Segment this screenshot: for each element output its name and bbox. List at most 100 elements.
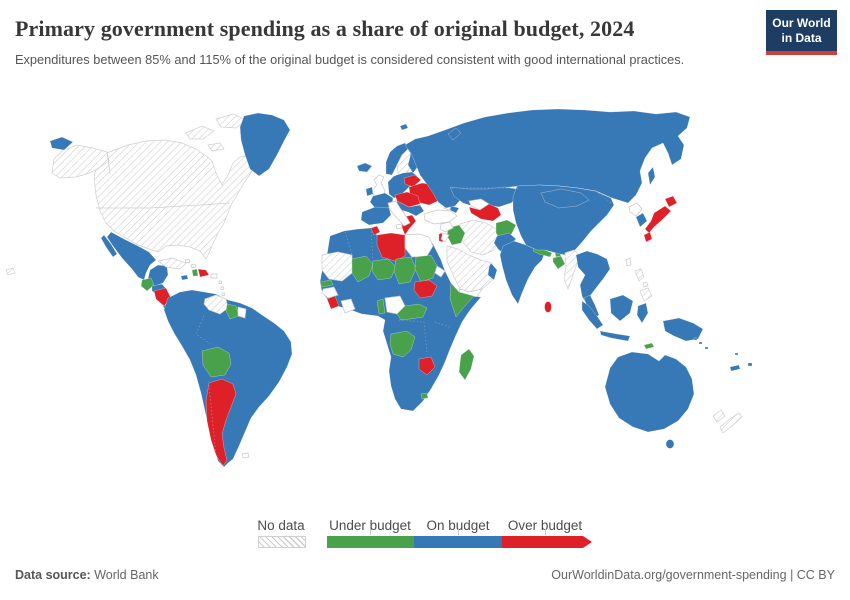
region-baja-california[interactable] bbox=[100, 234, 118, 258]
region-mali[interactable] bbox=[351, 255, 374, 283]
region-greenland[interactable] bbox=[239, 112, 291, 177]
region-kazakhstan[interactable] bbox=[449, 186, 520, 208]
legend-bin-on-budget[interactable] bbox=[414, 536, 502, 548]
region-south-america[interactable] bbox=[163, 289, 293, 468]
region-guatemala[interactable] bbox=[140, 277, 155, 292]
region-sierra-leone[interactable] bbox=[326, 295, 340, 310]
region-sakhalin[interactable] bbox=[647, 166, 656, 186]
region-japan-kyushu[interactable] bbox=[643, 231, 653, 243]
legend-swatch-no-data[interactable] bbox=[258, 536, 306, 548]
region-haiti[interactable] bbox=[191, 268, 199, 277]
region-sumatra[interactable] bbox=[581, 300, 604, 330]
region-italy[interactable] bbox=[387, 200, 411, 227]
region-madagascar[interactable] bbox=[458, 348, 475, 381]
region-japan-honshu[interactable] bbox=[644, 205, 672, 234]
region-dominican-republic[interactable] bbox=[197, 268, 210, 278]
region-iran[interactable] bbox=[459, 219, 501, 256]
region-zimbabwe[interactable] bbox=[418, 356, 436, 376]
region-puerto-rico[interactable] bbox=[210, 273, 218, 279]
region-spain-portugal[interactable] bbox=[360, 206, 392, 226]
region-japan-hokkaido[interactable] bbox=[664, 195, 678, 208]
region-new-zealand-north[interactable] bbox=[712, 409, 726, 423]
region-hungary-romania[interactable] bbox=[394, 191, 421, 208]
region-suriname[interactable] bbox=[237, 306, 247, 319]
region-new-zealand-south[interactable] bbox=[719, 412, 743, 434]
region-lesotho[interactable] bbox=[420, 392, 429, 400]
region-bangladesh[interactable] bbox=[552, 255, 566, 270]
region-cote-divoire[interactable] bbox=[340, 298, 356, 314]
region-new-caledonia[interactable] bbox=[729, 364, 741, 372]
region-south-sudan[interactable] bbox=[413, 279, 438, 299]
legend-bin-over-budget[interactable] bbox=[502, 536, 583, 548]
legend-bin-under-budget[interactable] bbox=[327, 536, 414, 548]
region-bahamas[interactable] bbox=[190, 263, 197, 269]
region-jordan[interactable] bbox=[440, 232, 450, 243]
region-solomon-islands[interactable] bbox=[693, 337, 709, 350]
region-north-korea[interactable] bbox=[628, 202, 643, 217]
region-senegal[interactable] bbox=[319, 279, 334, 288]
region-arctic-islands[interactable] bbox=[185, 125, 215, 140]
region-timor-leste[interactable] bbox=[643, 342, 655, 350]
world-map[interactable] bbox=[0, 104, 850, 516]
region-philippines[interactable] bbox=[642, 281, 649, 288]
region-vanuatu[interactable] bbox=[734, 352, 739, 356]
region-tasmania[interactable] bbox=[665, 439, 675, 449]
region-falkland-islands[interactable] bbox=[241, 452, 250, 459]
region-myanmar[interactable] bbox=[563, 249, 581, 290]
region-south-korea[interactable] bbox=[635, 212, 648, 228]
chart-subtitle: Expenditures between 85% and 115% of the… bbox=[15, 52, 685, 67]
region-tunisia[interactable] bbox=[370, 225, 381, 236]
region-svalbard[interactable] bbox=[399, 123, 409, 131]
region-lesser-antilles[interactable] bbox=[218, 280, 225, 302]
region-philippines[interactable] bbox=[634, 268, 645, 282]
region-bahamas[interactable] bbox=[184, 258, 191, 264]
region-mexico[interactable] bbox=[106, 231, 157, 281]
region-angola[interactable] bbox=[389, 330, 416, 358]
region-oman[interactable] bbox=[487, 262, 498, 281]
region-sri-lanka[interactable] bbox=[544, 301, 552, 313]
region-ireland[interactable] bbox=[365, 186, 374, 197]
region-arctic-islands[interactable] bbox=[207, 142, 225, 152]
page-title: Primary government spending as a share o… bbox=[15, 16, 635, 41]
region-new-guinea[interactable] bbox=[662, 317, 704, 342]
region-cameroon-car[interactable] bbox=[396, 303, 428, 321]
region-egypt[interactable] bbox=[404, 233, 434, 258]
region-venezuela[interactable] bbox=[203, 294, 229, 315]
region-iceland[interactable] bbox=[356, 162, 373, 173]
region-borneo[interactable] bbox=[609, 294, 634, 322]
owid-link[interactable]: OurWorldinData.org/government-spending |… bbox=[551, 568, 835, 582]
region-philippines[interactable] bbox=[639, 287, 653, 302]
region-mauritania[interactable] bbox=[321, 251, 353, 282]
region-turkmenistan[interactable] bbox=[468, 203, 502, 222]
region-russia[interactable] bbox=[404, 108, 691, 209]
region-chukotka[interactable] bbox=[49, 136, 74, 151]
region-jamaica[interactable] bbox=[180, 274, 189, 281]
region-togo-benin[interactable] bbox=[376, 298, 386, 315]
region-novaya-zemlya[interactable] bbox=[447, 127, 462, 141]
region-australia[interactable] bbox=[604, 351, 695, 433]
region-argentina[interactable] bbox=[205, 378, 237, 467]
region-belarus[interactable] bbox=[403, 174, 422, 188]
region-hawaii[interactable] bbox=[5, 267, 16, 276]
region-niger[interactable] bbox=[371, 258, 397, 281]
region-saudi-arabia[interactable] bbox=[446, 245, 497, 293]
region-chad[interactable] bbox=[393, 256, 417, 285]
region-guyana[interactable] bbox=[225, 303, 240, 320]
region-indochina[interactable] bbox=[575, 250, 611, 306]
region-fiji[interactable] bbox=[747, 362, 753, 367]
region-turkey[interactable] bbox=[423, 209, 458, 225]
owid-logo[interactable]: Our World in Data bbox=[766, 10, 837, 55]
region-somalia[interactable] bbox=[449, 282, 475, 318]
region-sudan[interactable] bbox=[414, 254, 438, 283]
region-canada-usa[interactable] bbox=[93, 139, 257, 260]
region-java[interactable] bbox=[599, 330, 631, 342]
region-china[interactable] bbox=[512, 184, 615, 256]
region-cuba[interactable] bbox=[157, 257, 187, 270]
region-syria[interactable] bbox=[439, 221, 454, 233]
region-bolivia[interactable] bbox=[201, 346, 232, 378]
region-eritrea[interactable] bbox=[434, 265, 446, 278]
region-taiwan[interactable] bbox=[625, 257, 632, 267]
region-sulawesi[interactable] bbox=[636, 302, 649, 324]
region-sicily[interactable] bbox=[395, 223, 403, 230]
region-azerbaijan[interactable] bbox=[449, 205, 460, 214]
